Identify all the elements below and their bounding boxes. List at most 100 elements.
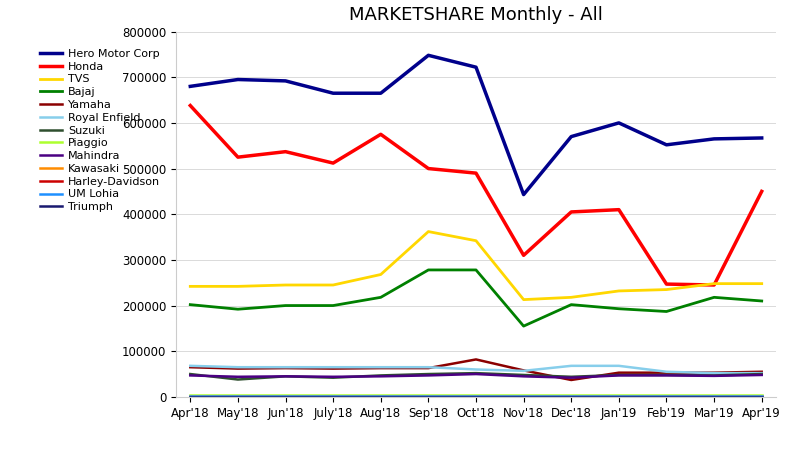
Triumph (662, 394, 671, 400)
Harley-Davidson (376, 394, 386, 399)
Hero Motor Corp (566, 134, 576, 139)
Yamaha (710, 370, 719, 375)
Harley-Davidson (233, 394, 242, 399)
UM Lohia (710, 394, 719, 399)
Honda (662, 281, 671, 287)
Yamaha (233, 366, 242, 371)
Triumph (423, 394, 433, 400)
Royal Enfield (328, 364, 338, 370)
Piaggio (519, 392, 529, 398)
Harley-Davidson (423, 394, 433, 399)
Royal Enfield (614, 363, 624, 368)
Kawasaki (376, 393, 386, 399)
Harley-Davidson (757, 394, 766, 399)
Piaggio (328, 392, 338, 398)
Bajaj (186, 302, 195, 307)
Piaggio (423, 392, 433, 398)
Harley-Davidson (281, 394, 290, 399)
UM Lohia (281, 394, 290, 399)
Honda (281, 149, 290, 154)
Mahindra (281, 373, 290, 379)
Mahindra (710, 373, 719, 378)
Bajaj (376, 295, 386, 300)
Bajaj (566, 302, 576, 307)
Suzuki (186, 371, 195, 377)
Kawasaki (757, 393, 766, 399)
Kawasaki (423, 393, 433, 399)
Royal Enfield (281, 364, 290, 370)
TVS (471, 238, 481, 244)
Suzuki (471, 370, 481, 376)
Piaggio (281, 392, 290, 398)
Piaggio (662, 392, 671, 398)
Mahindra (519, 373, 529, 379)
Line: Honda: Honda (190, 106, 762, 285)
Line: Yamaha: Yamaha (190, 359, 762, 380)
Hero Motor Corp (328, 91, 338, 96)
Bajaj (281, 303, 290, 308)
UM Lohia (186, 394, 195, 399)
Hero Motor Corp (281, 78, 290, 83)
Piaggio (757, 392, 766, 398)
Honda (233, 154, 242, 160)
Yamaha (662, 370, 671, 375)
Royal Enfield (186, 363, 195, 368)
Bajaj (519, 323, 529, 329)
TVS (328, 282, 338, 288)
Mahindra (757, 372, 766, 377)
Piaggio (471, 392, 481, 398)
TVS (710, 281, 719, 286)
Yamaha (471, 357, 481, 362)
TVS (566, 295, 576, 300)
Kawasaki (233, 393, 242, 399)
Legend: Hero Motor Corp, Honda, TVS, Bajaj, Yamaha, Royal Enfield, Suzuki, Piaggio, Mahi: Hero Motor Corp, Honda, TVS, Bajaj, Yama… (36, 45, 165, 216)
Hero Motor Corp (662, 142, 671, 147)
Harley-Davidson (614, 394, 624, 399)
TVS (423, 229, 433, 234)
UM Lohia (423, 394, 433, 399)
Hero Motor Corp (710, 136, 719, 142)
UM Lohia (519, 394, 529, 399)
Hero Motor Corp (471, 64, 481, 70)
Honda (614, 207, 624, 212)
Triumph (566, 394, 576, 400)
Harley-Davidson (186, 394, 195, 399)
Royal Enfield (471, 367, 481, 372)
Harley-Davidson (566, 394, 576, 399)
Harley-Davidson (471, 394, 481, 399)
Piaggio (186, 392, 195, 398)
Honda (519, 253, 529, 258)
Mahindra (328, 374, 338, 379)
Triumph (186, 394, 195, 400)
Suzuki (423, 371, 433, 377)
TVS (757, 281, 766, 286)
Suzuki (376, 373, 386, 378)
TVS (281, 282, 290, 288)
Honda (328, 161, 338, 166)
Triumph (281, 394, 290, 400)
Line: Suzuki: Suzuki (190, 373, 762, 380)
Royal Enfield (566, 363, 576, 368)
Hero Motor Corp (614, 120, 624, 125)
UM Lohia (662, 394, 671, 399)
Triumph (614, 394, 624, 400)
Line: Mahindra: Mahindra (190, 374, 762, 377)
Harley-Davidson (662, 394, 671, 399)
Royal Enfield (519, 368, 529, 373)
Royal Enfield (757, 370, 766, 376)
Mahindra (566, 375, 576, 380)
Yamaha (423, 365, 433, 371)
Triumph (757, 394, 766, 400)
Harley-Davidson (328, 394, 338, 399)
Honda (376, 132, 386, 137)
Bajaj (662, 309, 671, 314)
Suzuki (519, 372, 529, 377)
Royal Enfield (423, 364, 433, 370)
TVS (662, 287, 671, 292)
Harley-Davidson (710, 394, 719, 399)
Line: Hero Motor Corp: Hero Motor Corp (190, 55, 762, 194)
Triumph (328, 394, 338, 400)
Triumph (519, 394, 529, 400)
TVS (614, 288, 624, 294)
Yamaha (376, 365, 386, 371)
